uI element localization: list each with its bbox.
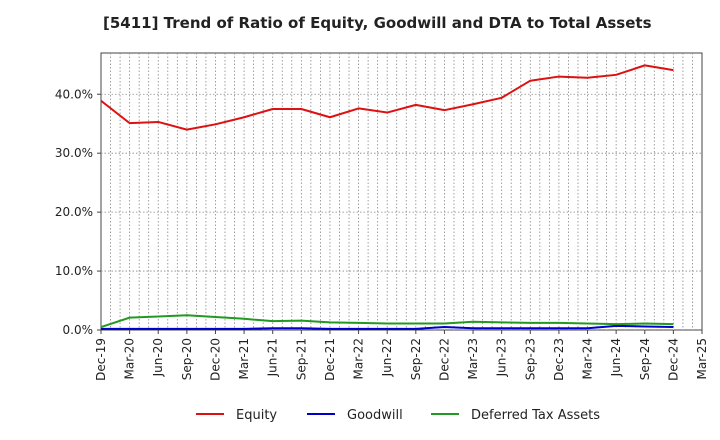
plot-area [100, 52, 703, 331]
legend-label-deferred-tax-assets: Deferred Tax Assets [471, 408, 600, 423]
legend: Equity Goodwill Deferred Tax Assets [196, 408, 600, 423]
x-tick-label: Mar-20 [123, 338, 137, 379]
x-tick-label: Jun-20 [151, 338, 165, 377]
x-tick-label: Sep-24 [638, 338, 652, 380]
horizontal-gridlines [101, 93, 702, 272]
y-tick-label: 0.0% [63, 323, 94, 337]
x-tick-label: Dec-24 [666, 338, 680, 381]
chart-title: [5411] Trend of Ratio of Equity, Goodwil… [103, 14, 652, 32]
series-line-equity [100, 64, 674, 131]
vertical-gridlines [110, 53, 693, 330]
x-axis: Dec-19 Mar-20 Jun-20 Sep-20 Dec-20 Mar-21 Jun-… [94, 330, 709, 381]
x-tick-label: Jun-21 [266, 338, 280, 377]
x-tick-label: Mar-25 [695, 338, 709, 379]
legend-label-equity: Equity [236, 408, 277, 423]
x-tick-label: Dec-23 [552, 338, 566, 381]
x-tick-label: Mar-24 [581, 338, 595, 379]
y-tick-label: 20.0% [55, 205, 93, 219]
x-tick-label: Dec-19 [94, 338, 108, 381]
y-tick-label: 40.0% [55, 87, 93, 101]
x-tick-label: Jun-23 [495, 338, 509, 377]
series-line-goodwill [101, 324, 674, 330]
x-tick-label: Mar-23 [466, 338, 480, 379]
x-tick-label: Mar-22 [352, 338, 366, 379]
y-tick-label: 10.0% [55, 264, 93, 278]
x-tick-label: Sep-21 [294, 338, 308, 380]
x-tick-label: Mar-21 [237, 338, 251, 379]
series-layer [100, 64, 674, 330]
x-tick-label: Dec-20 [208, 338, 222, 381]
x-tick-label: Jun-24 [609, 338, 623, 377]
x-tick-label: Dec-22 [437, 338, 451, 381]
y-tick-label: 30.0% [55, 146, 93, 160]
x-tick-label: Sep-23 [523, 338, 537, 380]
x-tick-label: Sep-20 [180, 338, 194, 380]
series-line-deferred-tax-assets [100, 314, 674, 328]
x-tick-label: Dec-21 [323, 338, 337, 381]
legend-label-goodwill: Goodwill [347, 408, 403, 423]
x-tick-label: Jun-22 [380, 338, 394, 377]
y-axis: 0.0% 10.0% 20.0% 30.0% 40.0% [55, 87, 101, 337]
x-tick-label: Sep-22 [409, 338, 423, 380]
